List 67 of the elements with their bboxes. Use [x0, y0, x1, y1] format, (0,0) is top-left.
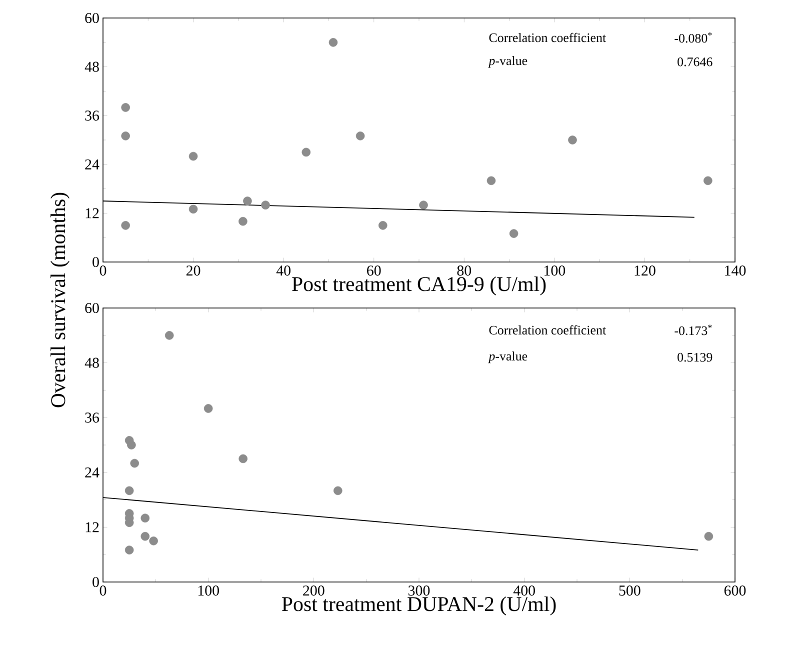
point [704, 532, 714, 541]
annotation: Correlation coefficient [489, 325, 606, 335]
point [302, 148, 311, 157]
x-tick-label: 200 [303, 586, 324, 596]
point [238, 216, 248, 226]
x-tick-label: 20 [186, 266, 200, 276]
annotation: 0.5139 [678, 352, 712, 362]
y-tick-label: 0 [92, 576, 99, 588]
y-tick-label: 60 [85, 302, 99, 314]
point [238, 454, 248, 464]
point [127, 440, 136, 450]
y-tick-label: 0 [92, 256, 99, 268]
x-tick-label: 500 [619, 586, 640, 596]
x-tick-label: 120 [634, 266, 656, 276]
point [149, 536, 158, 546]
point [356, 132, 365, 140]
point [121, 220, 130, 230]
x-tick-label: 60 [367, 266, 381, 276]
point [121, 103, 130, 112]
point [140, 532, 150, 541]
y-tick-label: 36 [85, 110, 100, 121]
x-axis-title: Post treatment CA19-9 (U/ml) [292, 276, 546, 296]
point [261, 200, 270, 210]
x-tick-label: 600 [724, 586, 746, 596]
point [140, 514, 150, 522]
annotation: 0.7646 [678, 58, 712, 66]
point [333, 486, 342, 496]
x-tick-label: 100 [198, 586, 219, 596]
x-axis-title: Post treatment DUPAN-2 (U/ml) [282, 596, 556, 616]
annotation: p-value [488, 351, 528, 364]
point [419, 200, 428, 210]
y-tick-label: 36 [85, 412, 100, 423]
point [121, 132, 130, 140]
y-tick-label: 48 [84, 358, 99, 368]
point [486, 176, 496, 186]
point [164, 331, 174, 340]
annotation: -0.173$^{*}$ [674, 324, 712, 336]
x-tick-label: 100 [544, 266, 566, 276]
y-tick-label: 60 [85, 12, 99, 24]
annotation: -0.080$^{*}$ [674, 32, 712, 43]
point [188, 152, 198, 161]
point [188, 204, 198, 214]
y-axis-title: Overall survival (months) [50, 192, 70, 408]
x-tick-label: 400 [513, 586, 535, 596]
point [243, 196, 252, 206]
y-tick-label: 12 [86, 208, 99, 218]
point [124, 486, 134, 496]
annotation: Correlation coefficient [489, 32, 606, 42]
point [124, 546, 134, 554]
point [704, 176, 712, 186]
y-tick-label: 24 [85, 467, 100, 478]
y-tick-label: 12 [86, 522, 99, 532]
y-tick-label: 48 [84, 62, 99, 72]
x-tick-label: 0 [100, 266, 106, 276]
x-tick-label: 40 [276, 266, 290, 276]
x-tick-label: 80 [457, 266, 472, 276]
x-tick-label: 0 [100, 586, 106, 596]
point [204, 404, 213, 413]
point [568, 136, 577, 144]
annotation: p-value [488, 56, 528, 68]
point [509, 229, 518, 238]
point [130, 458, 139, 468]
point [378, 220, 388, 230]
point [328, 38, 338, 47]
x-tick-label: 140 [725, 266, 746, 276]
y-tick-label: 24 [85, 159, 100, 170]
x-tick-label: 300 [408, 586, 430, 596]
